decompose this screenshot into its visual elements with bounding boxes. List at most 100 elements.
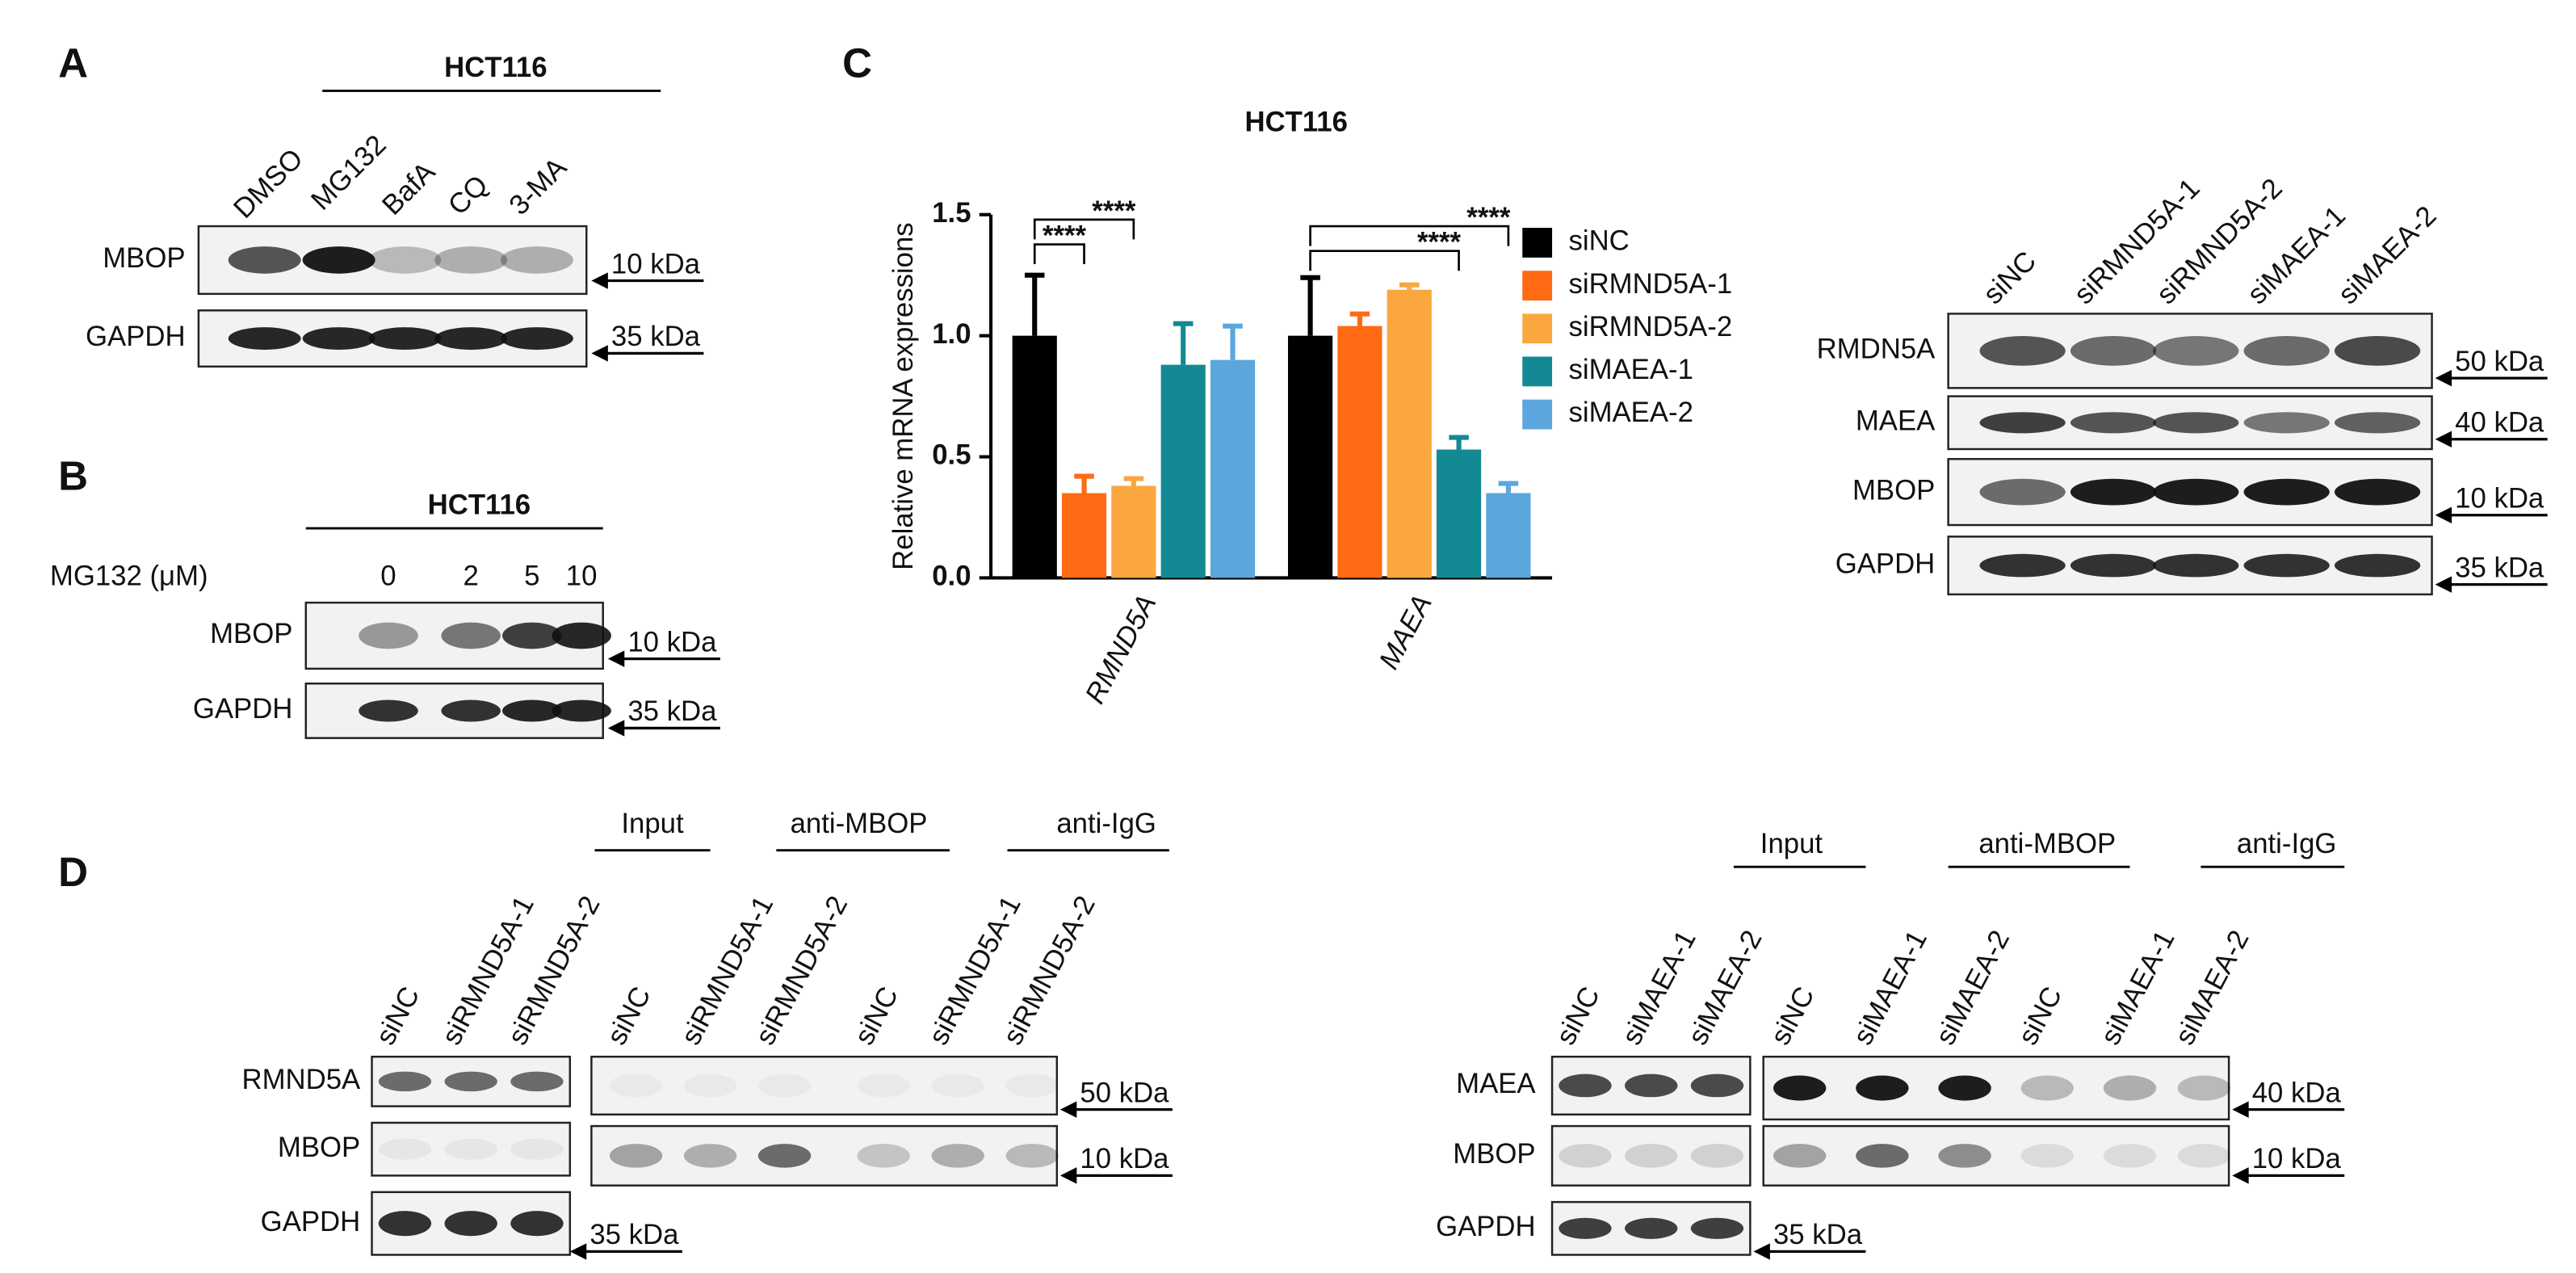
blot-box xyxy=(197,225,588,296)
sig-bracket xyxy=(1309,225,1510,246)
band xyxy=(757,1073,812,1098)
band xyxy=(1979,412,2066,434)
blot-box xyxy=(1550,1124,1752,1187)
band xyxy=(2153,412,2239,434)
marker-label: 35 kDa xyxy=(611,321,701,352)
legend-swatch xyxy=(1522,228,1553,258)
sig-label: **** xyxy=(1417,228,1462,258)
lane-label: siMAEA-1 xyxy=(2096,926,2181,1050)
band xyxy=(2070,335,2157,366)
band xyxy=(1690,1144,1744,1168)
band xyxy=(757,1144,812,1168)
band xyxy=(502,700,562,722)
arrow-head xyxy=(591,345,608,362)
y-tick-label: 1.5 xyxy=(932,198,971,229)
band xyxy=(502,622,562,649)
arrow-head xyxy=(1059,1167,1077,1184)
lane-label: siNC xyxy=(1978,246,2042,310)
arrow-head xyxy=(2435,369,2452,387)
x-tick-label: MAEA xyxy=(1374,590,1438,674)
marker-label: 40 kDa xyxy=(2252,1078,2342,1108)
bar xyxy=(1387,289,1432,578)
legend-swatch xyxy=(1522,356,1553,387)
row-label: MAEA xyxy=(1856,405,1936,436)
legend-swatch xyxy=(1522,313,1553,344)
bar xyxy=(1210,359,1256,578)
legend-label: siRMND5A-2 xyxy=(1568,312,1732,342)
band xyxy=(359,700,418,722)
arrow-head xyxy=(1059,1101,1077,1118)
band xyxy=(302,246,375,274)
band xyxy=(228,327,301,350)
band xyxy=(1773,1075,1827,1101)
marker-label: 10 kDa xyxy=(2455,484,2545,515)
band xyxy=(2153,553,2239,578)
lane-label: siMAEA-2 xyxy=(2170,926,2255,1050)
band xyxy=(1690,1073,1744,1098)
row-label: MAEA xyxy=(1456,1069,1536,1099)
bar xyxy=(1111,485,1156,578)
panel-letter: C xyxy=(842,40,872,86)
band xyxy=(444,1138,497,1160)
sig-bracket xyxy=(1033,243,1085,265)
band xyxy=(1624,1217,1678,1239)
band xyxy=(2070,478,2157,506)
y-axis-label: Relative mRNA expressions xyxy=(888,222,919,569)
arrow-head xyxy=(2435,576,2452,593)
marker-label: 50 kDa xyxy=(2455,347,2545,377)
lane-label: siNC xyxy=(1550,982,1606,1050)
blot-box xyxy=(590,1055,1059,1115)
row-label: MBOP xyxy=(1852,475,1935,506)
band xyxy=(1690,1217,1744,1239)
lane-label: siNC xyxy=(849,982,904,1050)
marker-label: 10 kDa xyxy=(627,627,717,658)
band xyxy=(228,246,301,274)
band xyxy=(552,622,611,649)
group-title: anti-IgG xyxy=(2237,829,2337,859)
row-label: RMDN5A xyxy=(1817,334,1936,365)
sig-label: **** xyxy=(1092,196,1136,227)
panel-letter: A xyxy=(58,40,88,86)
lane-label: siNC xyxy=(602,982,657,1050)
arrow-head xyxy=(2435,431,2452,447)
arrow-head xyxy=(591,272,608,289)
band xyxy=(857,1144,910,1168)
bar xyxy=(1436,449,1482,578)
row-label: MBOP xyxy=(210,619,292,649)
band xyxy=(2334,553,2421,578)
arrow-head xyxy=(2232,1167,2249,1184)
group-title: Input xyxy=(1760,829,1823,859)
row-label: MBOP xyxy=(103,243,185,274)
marker-label: 50 kDa xyxy=(1080,1078,1169,1108)
band xyxy=(434,327,508,350)
band xyxy=(552,700,611,722)
panel-letter: D xyxy=(58,849,88,895)
band xyxy=(1559,1073,1612,1098)
group-title: anti-IgG xyxy=(1056,809,1156,839)
panel-letter: B xyxy=(58,452,88,498)
band xyxy=(378,1071,432,1092)
band xyxy=(2153,478,2239,506)
sig-bracket xyxy=(1309,250,1460,271)
band xyxy=(931,1073,984,1098)
group-title: anti-MBOP xyxy=(791,809,928,839)
band xyxy=(368,246,442,274)
band xyxy=(500,327,573,350)
band xyxy=(1624,1144,1678,1168)
legend-label: siMAEA-1 xyxy=(1568,355,1693,385)
row-label: MBOP xyxy=(278,1132,360,1163)
band xyxy=(1005,1144,1059,1168)
lane-label: 3-MA xyxy=(504,152,573,221)
bar xyxy=(1486,493,1531,578)
band xyxy=(2153,335,2239,366)
band xyxy=(510,1211,564,1237)
row-label: RMND5A xyxy=(242,1065,362,1095)
legend-label: siRMND5A-1 xyxy=(1568,269,1732,300)
sig-label: **** xyxy=(1043,221,1087,252)
lane-label: BafA xyxy=(376,156,442,221)
lane-label: MG132 xyxy=(305,129,392,216)
band xyxy=(609,1144,663,1168)
band xyxy=(2103,1144,2157,1168)
lane-label: siNC xyxy=(370,982,426,1050)
